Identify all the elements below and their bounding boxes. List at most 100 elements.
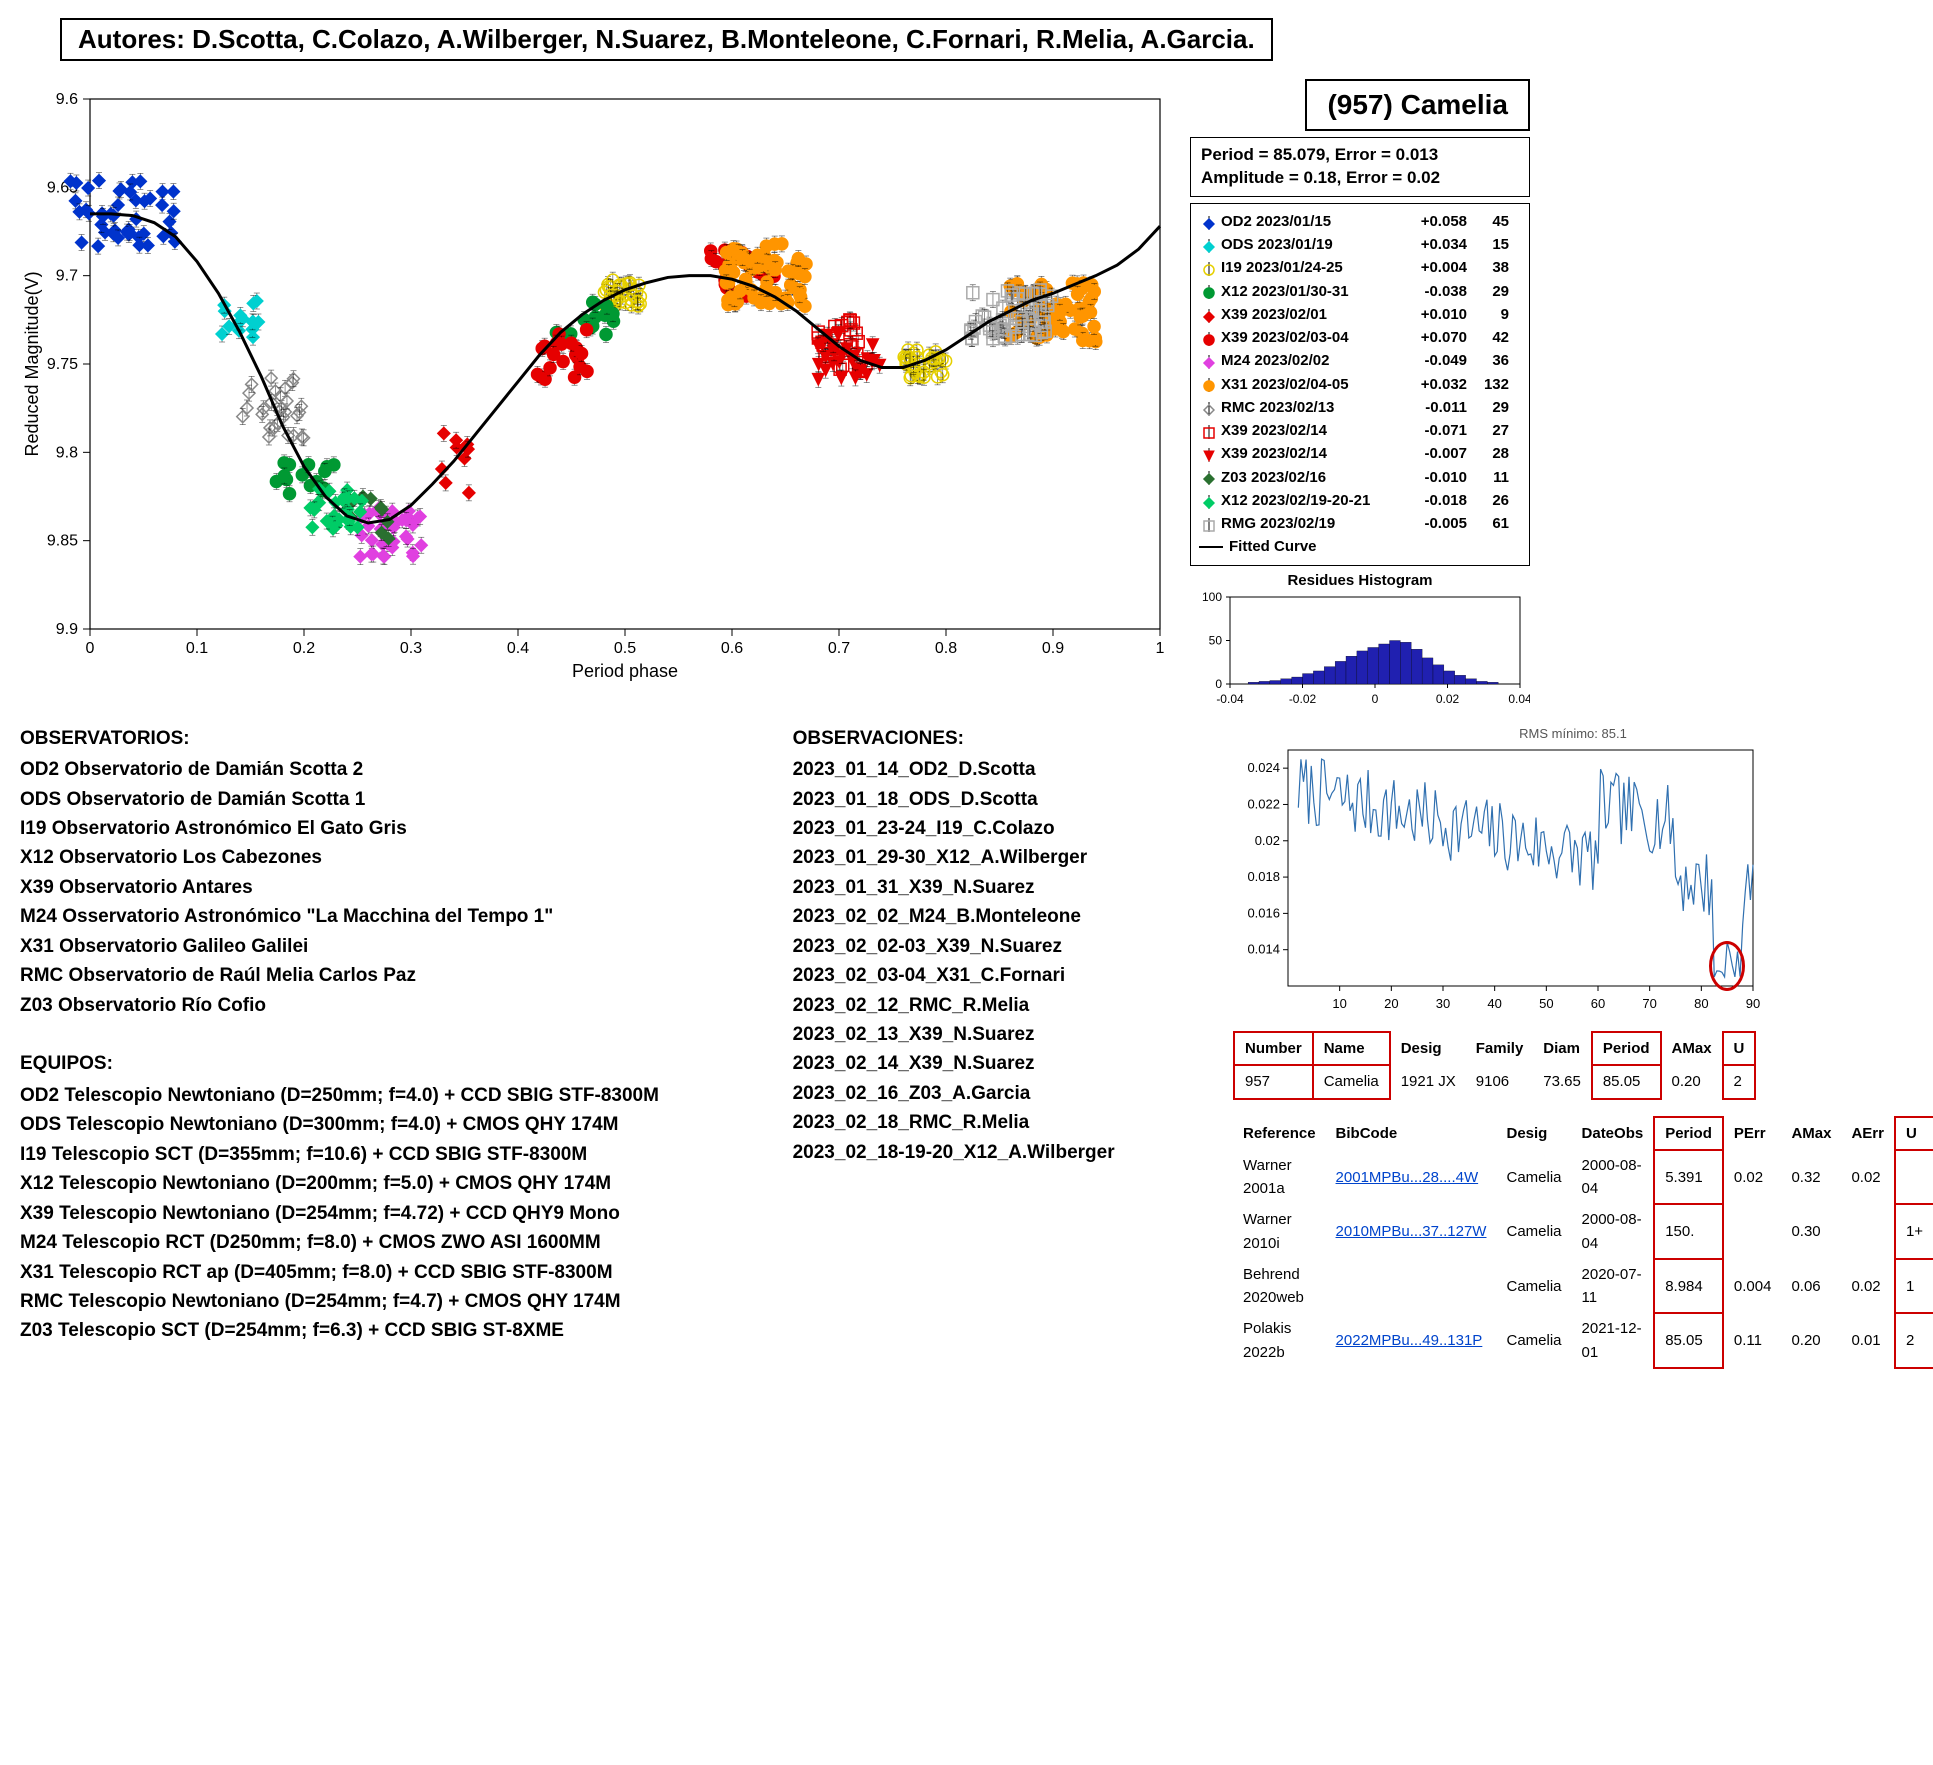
list-item: 2023_01_29-30_X12_A.Wilberger (793, 843, 1203, 872)
equipos-header: EQUIPOS: (20, 1049, 763, 1078)
svg-text:9.7: 9.7 (56, 268, 78, 285)
svg-text:1: 1 (1156, 640, 1165, 657)
svg-text:9.6: 9.6 (56, 91, 78, 108)
periodogram-tables-column: RMS mínimo: 85.1 10 20 30 40 50 60 70 80 90 0.014… (1233, 724, 1913, 1369)
list-item: 2023_01_18_ODS_D.Scotta (793, 785, 1203, 814)
legend-item: Z03 2023/02/16-0.01011 (1199, 466, 1521, 489)
legend-item: X39 2023/02/01+0.0109 (1199, 303, 1521, 326)
list-item: RMC Telescopio Newtoniano (D=254mm; f=4.… (20, 1287, 763, 1316)
list-item: ODS Telescopio Newtoniano (D=300mm; f=4.… (20, 1110, 763, 1139)
min-rms-marker (1709, 941, 1745, 991)
main-chart: 00.10.20.30.40.50.60.70.80.919.69.659.79… (20, 69, 1180, 689)
bibcode-link[interactable]: 2022MPBu...49..131P (1336, 1332, 1483, 1349)
authors-box: Autores: D.Scotta, C.Colazo, A.Wilberger… (60, 18, 1273, 61)
summary-table: NumberNameDesigFamilyDiamPeriodAMaxU957C… (1233, 1031, 1913, 1100)
asteroid-title: (957) Camelia (1305, 79, 1530, 131)
observations-column: OBSERVACIONES: 2023_01_14_OD2_D.Scotta20… (793, 724, 1203, 1168)
legend-item: X12 2023/01/30-31-0.03829 (1199, 280, 1521, 303)
svg-text:70: 70 (1642, 996, 1656, 1011)
list-item: 2023_02_12_RMC_R.Melia (793, 991, 1203, 1020)
stats-line2: Amplitude = 0.18, Error = 0.02 (1201, 167, 1519, 190)
list-item: X39 Telescopio Newtoniano (D=254mm; f=4.… (20, 1199, 763, 1228)
svg-text:-0.04: -0.04 (1216, 692, 1244, 706)
list-item: X39 Observatorio Antares (20, 873, 763, 902)
reference-table: ReferenceBibCodeDesigDateObsPeriodPErrAM… (1233, 1116, 1913, 1369)
svg-text:0.4: 0.4 (507, 640, 529, 657)
list-item: X31 Observatorio Galileo Galilei (20, 932, 763, 961)
bibcode-link[interactable]: 2010MPBu...37..127W (1336, 1223, 1487, 1240)
right-column: (957) Camelia Period = 85.079, Error = 0… (1190, 79, 1550, 714)
svg-text:0.024: 0.024 (1247, 760, 1280, 775)
list-item: 2023_01_14_OD2_D.Scotta (793, 755, 1203, 784)
list-item: Z03 Telescopio SCT (D=254mm; f=6.3) + CC… (20, 1316, 763, 1345)
svg-text:0.1: 0.1 (186, 640, 208, 657)
legend-item: M24 2023/02/02-0.04936 (1199, 349, 1521, 372)
list-item: 2023_02_18_RMC_R.Melia (793, 1108, 1203, 1137)
stats-line1: Period = 85.079, Error = 0.013 (1201, 144, 1519, 167)
list-item: 2023_01_23-24_I19_C.Colazo (793, 814, 1203, 843)
svg-text:60: 60 (1591, 996, 1605, 1011)
svg-text:9.75: 9.75 (47, 356, 78, 373)
svg-text:0.8: 0.8 (935, 640, 957, 657)
svg-text:9.9: 9.9 (56, 621, 78, 638)
svg-text:9.8: 9.8 (56, 444, 78, 461)
svg-text:50: 50 (1209, 633, 1223, 647)
svg-text:100: 100 (1202, 590, 1222, 604)
legend-item: RMC 2023/02/13-0.01129 (1199, 396, 1521, 419)
list-item: I19 Observatorio Astronómico El Gato Gri… (20, 814, 763, 843)
svg-text:0.3: 0.3 (400, 640, 422, 657)
svg-text:0.9: 0.9 (1042, 640, 1064, 657)
periodogram-title: RMS mínimo: 85.1 (1233, 724, 1913, 744)
periodogram: RMS mínimo: 85.1 10 20 30 40 50 60 70 80 90 0.014… (1233, 724, 1913, 1024)
svg-text:30: 30 (1436, 996, 1450, 1011)
svg-text:10: 10 (1332, 996, 1346, 1011)
svg-text:0.02: 0.02 (1255, 833, 1280, 848)
svg-text:0: 0 (1372, 692, 1379, 706)
list-item: 2023_02_16_Z03_A.Garcia (793, 1079, 1203, 1108)
svg-text:50: 50 (1539, 996, 1553, 1011)
legend-item: ODS 2023/01/19+0.03415 (1199, 233, 1521, 256)
list-item: I19 Telescopio SCT (D=355mm; f=10.6) + C… (20, 1140, 763, 1169)
list-item: Z03 Observatorio Río Cofio (20, 991, 763, 1020)
observatorios-list: OD2 Observatorio de Damián Scotta 2ODS O… (20, 755, 763, 1020)
bibcode-link[interactable]: 2001MPBu...28....4W (1336, 1169, 1479, 1186)
list-item: 2023_02_03-04_X31_C.Fornari (793, 961, 1203, 990)
list-item: ODS Observatorio de Damián Scotta 1 (20, 785, 763, 814)
left-text-column: OBSERVATORIOS: OD2 Observatorio de Damiá… (20, 724, 763, 1346)
list-item: M24 Telescopio RCT (D250mm; f=8.0) + CMO… (20, 1228, 763, 1257)
svg-text:0.014: 0.014 (1247, 941, 1280, 956)
histogram: Residues Histogram -0.04 -0.02 0 0.02 0.04 0 5… (1190, 572, 1530, 714)
list-item: 2023_02_02-03_X39_N.Suarez (793, 932, 1203, 961)
svg-text:40: 40 (1487, 996, 1501, 1011)
legend: OD2 2023/01/15+0.05845ODS 2023/01/19+0.0… (1190, 203, 1530, 566)
svg-text:20: 20 (1384, 996, 1398, 1011)
svg-text:0.02: 0.02 (1436, 692, 1460, 706)
svg-text:9.85: 9.85 (47, 533, 78, 550)
list-item: M24 Osservatorio Astronómico "La Macchin… (20, 902, 763, 931)
observaciones-list: 2023_01_14_OD2_D.Scotta2023_01_18_ODS_D.… (793, 755, 1203, 1167)
equipos-list: OD2 Telescopio Newtoniano (D=250mm; f=4.… (20, 1081, 763, 1346)
svg-text:90: 90 (1746, 996, 1760, 1011)
svg-text:-0.02: -0.02 (1289, 692, 1317, 706)
period-stats: Period = 85.079, Error = 0.013 Amplitude… (1190, 137, 1530, 197)
list-item: RMC Observatorio de Raúl Melia Carlos Pa… (20, 961, 763, 990)
list-item: 2023_02_02_M24_B.Monteleone (793, 902, 1203, 931)
list-item: 2023_01_31_X39_N.Suarez (793, 873, 1203, 902)
histogram-title: Residues Histogram (1190, 572, 1530, 589)
observatorios-header: OBSERVATORIOS: (20, 724, 763, 753)
legend-item: RMG 2023/02/19-0.00561 (1199, 512, 1521, 535)
mid-row: OBSERVATORIOS: OD2 Observatorio de Damiá… (20, 724, 1913, 1369)
svg-text:Reduced Magnitude(V): Reduced Magnitude(V) (22, 271, 42, 456)
svg-text:0.04: 0.04 (1508, 692, 1530, 706)
legend-item: X39 2023/02/03-04+0.07042 (1199, 326, 1521, 349)
svg-text:0: 0 (1215, 677, 1222, 691)
list-item: X12 Observatorio Los Cabezones (20, 843, 763, 872)
list-item: OD2 Observatorio de Damián Scotta 2 (20, 755, 763, 784)
legend-item: OD2 2023/01/15+0.05845 (1199, 210, 1521, 233)
svg-text:80: 80 (1694, 996, 1708, 1011)
svg-text:Period phase: Period phase (572, 661, 678, 681)
list-item: OD2 Telescopio Newtoniano (D=250mm; f=4.… (20, 1081, 763, 1110)
list-item: X31 Telescopio RCT ap (D=405mm; f=8.0) +… (20, 1258, 763, 1287)
list-item: 2023_02_13_X39_N.Suarez (793, 1020, 1203, 1049)
svg-text:0.2: 0.2 (293, 640, 315, 657)
